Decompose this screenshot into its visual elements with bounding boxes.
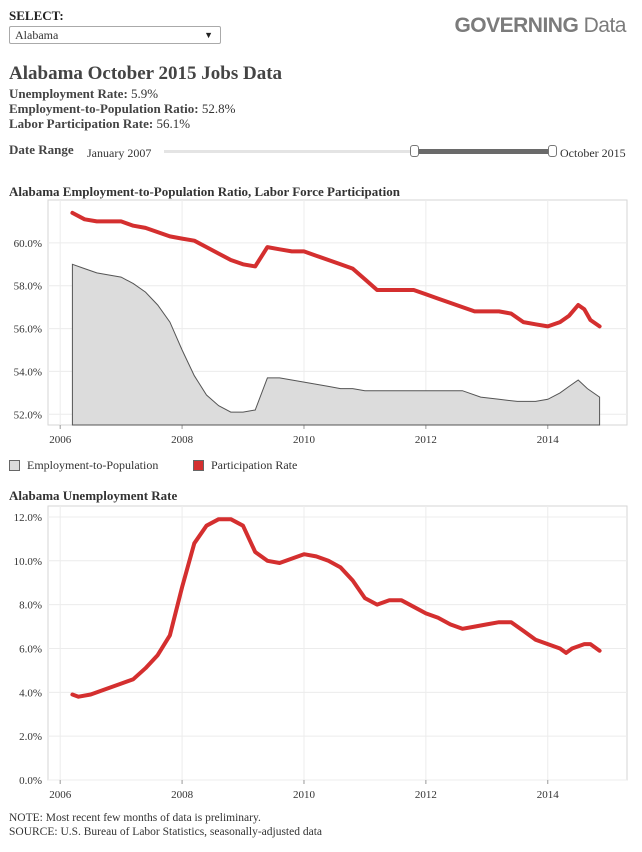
y-tick-label: 10.0% <box>14 556 42 568</box>
legend-employment-label: Employment-to-Population <box>27 458 159 472</box>
y-tick-label: 52.0% <box>14 409 42 421</box>
stat-unemployment-value: 5.9% <box>131 86 159 101</box>
stat-unemployment: Unemployment Rate: 5.9% <box>9 86 158 102</box>
brand-logo-bold: GOVERNING <box>454 14 579 37</box>
stat-participation: Labor Participation Rate: 56.1% <box>9 116 190 132</box>
y-tick-label: 4.0% <box>19 687 42 699</box>
participation-chart: 52.0% 54.0% 56.0% 58.0% 60.0% 2006 2008 2010 201… <box>14 199 628 446</box>
state-select-value: Alabama <box>15 28 59 42</box>
stat-unemployment-label: Unemployment Rate: <box>9 86 128 101</box>
y-tick-label: 60.0% <box>14 238 42 250</box>
x-tick-label: 2006 <box>49 434 72 446</box>
x-tick-label: 2012 <box>415 789 437 801</box>
date-range-start: January 2007 <box>87 146 152 160</box>
date-range-slider-fill <box>415 149 553 154</box>
unemployment-chart: 0.0% 2.0% 4.0% 6.0% 8.0% 10.0% 12.0% 2006 2008 20… <box>14 505 628 801</box>
y-tick-label: 0.0% <box>19 775 42 787</box>
y-tick-label: 56.0% <box>14 324 42 336</box>
x-tick-label: 2014 <box>537 789 560 801</box>
x-tick-label: 2012 <box>415 434 437 446</box>
x-tick-label: 2014 <box>537 434 560 446</box>
footnote-note: NOTE: Most recent few months of data is … <box>9 812 261 824</box>
x-tick-label: 2008 <box>171 789 194 801</box>
employment-area <box>72 264 600 425</box>
stat-employment-ratio-value: 52.8% <box>201 101 236 116</box>
legend-participation[interactable]: Participation Rate <box>193 458 297 473</box>
page-title: Alabama October 2015 Jobs Data <box>9 63 283 84</box>
brand-logo: GOVERNING Data <box>454 14 626 38</box>
legend-employment-swatch <box>9 460 20 471</box>
select-label: SELECT: <box>9 8 64 23</box>
chart1-title: Alabama Employment-to-Population Ratio, … <box>9 184 400 199</box>
x-tick-label: 2006 <box>49 789 72 801</box>
stat-participation-value: 56.1% <box>156 116 191 131</box>
legend-participation-label: Participation Rate <box>211 458 298 472</box>
y-tick-label: 58.0% <box>14 281 42 293</box>
y-tick-label: 54.0% <box>14 366 42 378</box>
stat-participation-label: Labor Participation Rate: <box>9 116 154 131</box>
y-tick-label: 6.0% <box>19 643 42 655</box>
legend-participation-swatch <box>193 460 204 471</box>
y-tick-label: 2.0% <box>19 731 42 743</box>
stat-employment-ratio: Employment-to-Population Ratio: 52.8% <box>9 101 235 117</box>
legend-employment[interactable]: Employment-to-Population <box>9 458 158 473</box>
state-select[interactable]: Alabama ▼ <box>9 26 221 44</box>
stat-employment-ratio-label: Employment-to-Population Ratio: <box>9 101 199 116</box>
x-tick-label: 2010 <box>293 434 316 446</box>
participation-line <box>70 210 602 329</box>
x-tick-label: 2010 <box>293 789 316 801</box>
date-range-handle-end[interactable] <box>548 145 557 157</box>
brand-logo-normal: Data <box>578 14 627 37</box>
chart2-title: Alabama Unemployment Rate <box>9 488 178 503</box>
footnote-source: SOURCE: U.S. Bureau of Labor Statistics,… <box>9 826 323 838</box>
unemployment-line <box>70 517 602 699</box>
y-tick-label: 8.0% <box>19 600 42 612</box>
x-tick-label: 2008 <box>171 434 194 446</box>
date-range-handle-start[interactable] <box>410 145 419 157</box>
date-range-end: October 2015 <box>560 146 626 160</box>
date-range-label: Date Range <box>9 142 74 157</box>
chevron-down-icon[interactable]: ▼ <box>204 30 213 40</box>
date-range-slider-track[interactable] <box>164 150 556 153</box>
employment-line <box>71 263 601 426</box>
y-tick-label: 12.0% <box>14 512 42 524</box>
